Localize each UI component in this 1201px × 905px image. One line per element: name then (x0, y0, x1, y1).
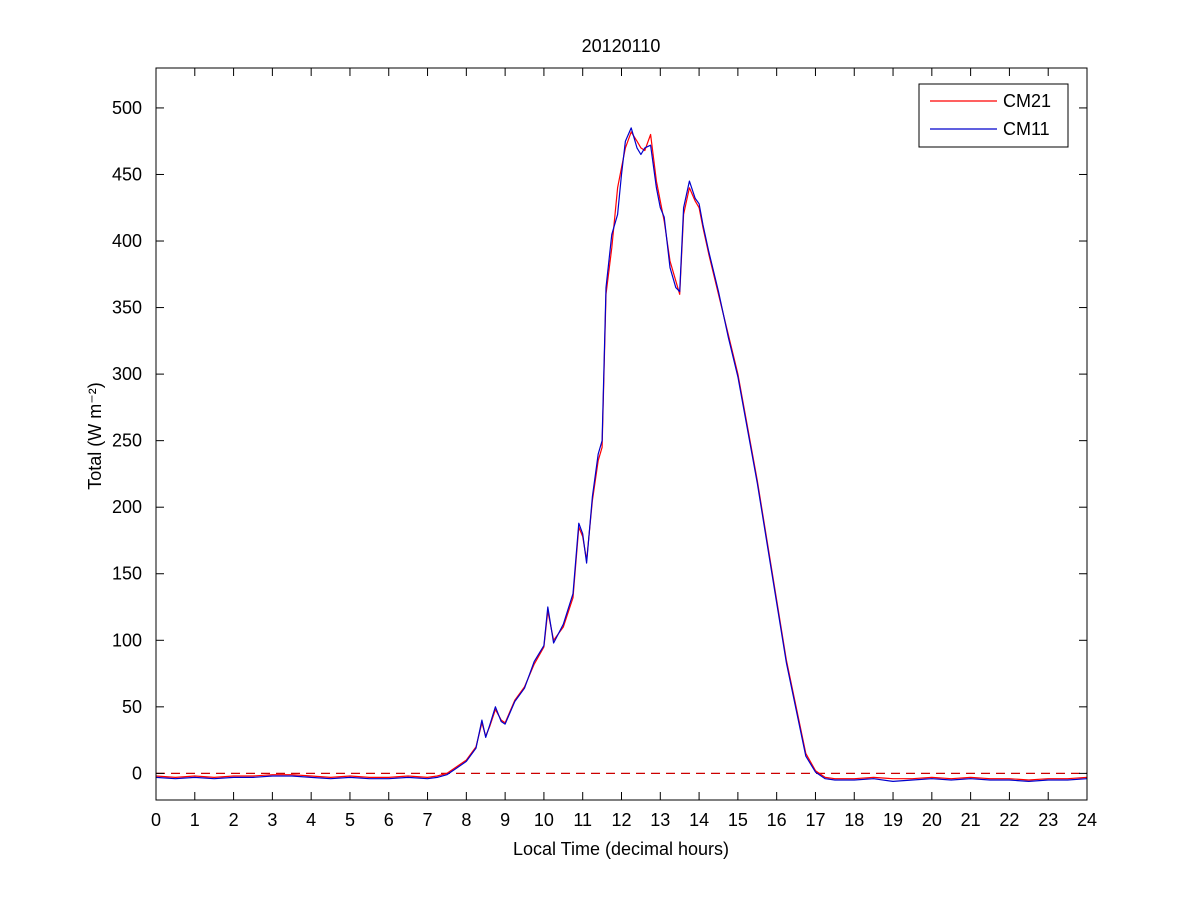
y-tick-label: 50 (122, 697, 142, 717)
x-tick-label: 23 (1038, 810, 1058, 830)
x-tick-label: 22 (999, 810, 1019, 830)
x-tick-label: 4 (306, 810, 316, 830)
y-tick-label: 300 (112, 364, 142, 384)
x-tick-label: 8 (461, 810, 471, 830)
y-tick-label: 250 (112, 431, 142, 451)
plot-area (156, 68, 1087, 800)
x-tick-label: 19 (883, 810, 903, 830)
x-tick-label: 15 (728, 810, 748, 830)
series-line-cm11 (155, 127, 1088, 783)
x-tick-label: 20 (922, 810, 942, 830)
x-tick-label: 18 (844, 810, 864, 830)
legend: CM21 CM11 (918, 83, 1069, 148)
y-tick-label: 500 (112, 98, 142, 118)
y-tick-label: 0 (132, 763, 142, 783)
legend-label-cm21: CM21 (1003, 91, 1051, 111)
y-ticks: 0 50 100 150 200 250 300 350 400 450 500 (112, 98, 1087, 783)
x-tick-label: 21 (961, 810, 981, 830)
x-tick-label: 9 (500, 810, 510, 830)
x-tick-label: 24 (1077, 810, 1097, 830)
x-axis-label: Local Time (decimal hours) (513, 839, 729, 859)
y-tick-label: 350 (112, 298, 142, 318)
x-tick-label: 14 (689, 810, 709, 830)
y-tick-label: 400 (112, 231, 142, 251)
x-tick-label: 1 (190, 810, 200, 830)
x-tick-label: 6 (384, 810, 394, 830)
x-tick-label: 10 (534, 810, 554, 830)
legend-label-cm11: CM11 (1003, 119, 1050, 139)
x-tick-label: 2 (229, 810, 239, 830)
chart-title: 20120110 (582, 36, 661, 56)
x-tick-label: 12 (611, 810, 631, 830)
x-tick-label: 11 (573, 810, 592, 830)
series-layer (155, 127, 1088, 783)
y-tick-label: 450 (112, 164, 142, 184)
x-ticks: 0 1 2 3 4 5 6 7 8 9 10 11 12 13 14 15 16 17 18 19 20 21 22 23 24 (151, 68, 1097, 830)
x-tick-label: 7 (423, 810, 433, 830)
y-axis-label: Total (W m⁻²) (85, 382, 105, 490)
legend-box (918, 83, 1069, 148)
x-tick-label: 0 (151, 810, 161, 830)
x-tick-label: 17 (805, 810, 825, 830)
x-tick-label: 3 (267, 810, 277, 830)
x-tick-label: 5 (345, 810, 355, 830)
x-tick-label: 13 (650, 810, 670, 830)
y-tick-label: 150 (112, 564, 142, 584)
x-tick-label: 16 (767, 810, 787, 830)
y-tick-label: 100 (112, 630, 142, 650)
y-tick-label: 200 (112, 497, 142, 517)
